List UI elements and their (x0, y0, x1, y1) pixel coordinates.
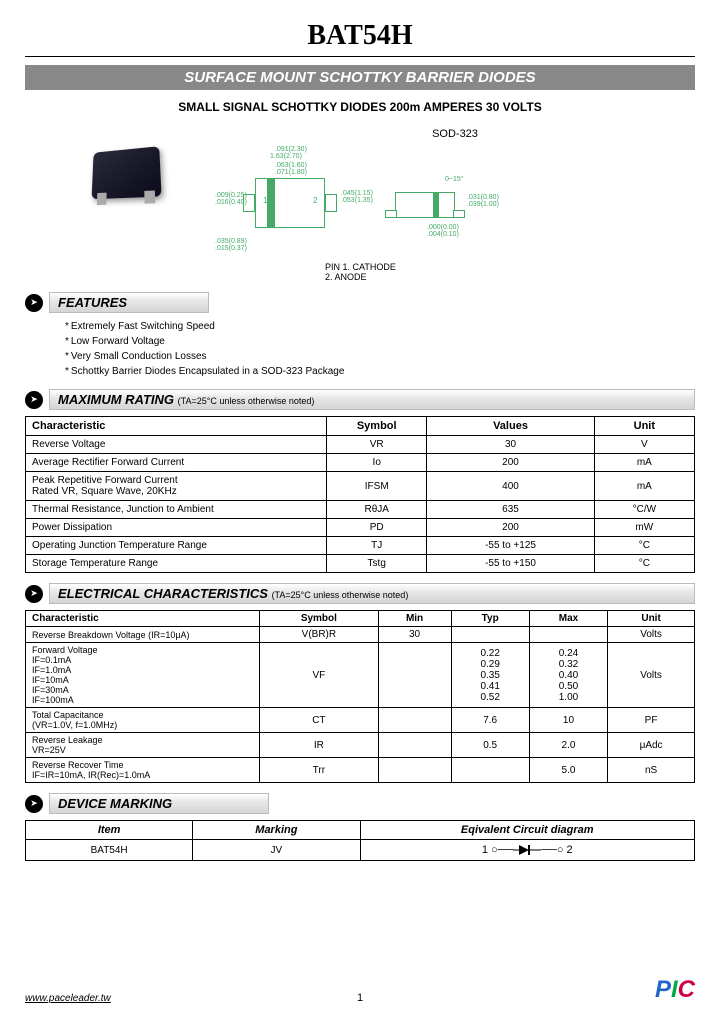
component-photo (65, 128, 185, 218)
max-rating-header: MAXIMUM RATING (TA=25°C unless otherwise… (25, 389, 695, 410)
elec-char-header: ELECTRICAL CHARACTERISTICS (TA=25°C unle… (25, 583, 695, 604)
table-row: Reverse VoltageVR30V (26, 436, 695, 454)
features-header: FEATURES (25, 292, 695, 313)
table-row: Thermal Resistance, Junction to AmbientR… (26, 501, 695, 519)
feature-item: Very Small Conduction Losses (65, 349, 695, 364)
images-row: SOD-323 .091(2.30) 1.63(2.70) .063(1.60)… (25, 128, 695, 282)
package-label: SOD-323 (215, 128, 695, 140)
table-row: Power DissipationPD200mW (26, 519, 695, 537)
divider (25, 56, 695, 57)
feature-item: Schottky Barrier Diodes Encapsulated in … (65, 364, 695, 379)
table-row: Reverse Leakage VR=25VIR0.52.0μAdc (26, 733, 695, 758)
marking-table: Item Marking Eqivalent Circuit diagram B… (25, 820, 695, 861)
circuit-diagram: 1 ○────○ 2 (482, 844, 573, 856)
table-row: Reverse Recover Time IF=IR=10mA, IR(Rec)… (26, 758, 695, 783)
max-rating-table: Characteristic Symbol Values Unit Revers… (25, 416, 695, 573)
arrow-icon (25, 294, 43, 312)
elec-char-table: Characteristic Symbol Min Typ Max Unit R… (25, 610, 695, 783)
table-row: Peak Repetitive Forward Current Rated VR… (26, 472, 695, 501)
description-text: SMALL SIGNAL SCHOTTKY DIODES 200m AMPERE… (25, 100, 695, 114)
package-diagram: SOD-323 .091(2.30) 1.63(2.70) .063(1.60)… (215, 128, 695, 282)
pin-labels: PIN 1. CATHODE 2. ANODE (215, 262, 695, 282)
table-header-row: Characteristic Symbol Min Typ Max Unit (26, 611, 695, 627)
arrow-icon (25, 585, 43, 603)
features-list: Extremely Fast Switching Speed Low Forwa… (25, 319, 695, 379)
arrow-icon (25, 391, 43, 409)
table-row: Reverse Breakdown Voltage (IR=10μA)V(BR)… (26, 627, 695, 643)
table-row: BAT54H JV 1 ○────○ 2 (26, 840, 695, 861)
table-row: Total Capacitance (VR=1.0V, f=1.0MHz)CT7… (26, 708, 695, 733)
device-marking-header: DEVICE MARKING (25, 793, 695, 814)
feature-item: Extremely Fast Switching Speed (65, 319, 695, 334)
logo: PIC (655, 976, 695, 1004)
table-row: Operating Junction Temperature RangeTJ-5… (26, 537, 695, 555)
table-row: Average Rectifier Forward CurrentIo200mA (26, 454, 695, 472)
feature-item: Low Forward Voltage (65, 334, 695, 349)
footer-url: www.paceleader.tw (25, 993, 111, 1004)
table-row: Forward Voltage IF=0.1mA IF=1.0mA IF=10m… (26, 643, 695, 708)
table-header-row: Characteristic Symbol Values Unit (26, 417, 695, 436)
main-title: BAT54H (25, 20, 695, 52)
subtitle-bar: SURFACE MOUNT SCHOTTKY BARRIER DIODES (25, 65, 695, 90)
arrow-icon (25, 795, 43, 813)
page-number: 1 (357, 992, 363, 1004)
table-header-row: Item Marking Eqivalent Circuit diagram (26, 821, 695, 840)
table-row: Storage Temperature RangeTstg-55 to +150… (26, 555, 695, 573)
